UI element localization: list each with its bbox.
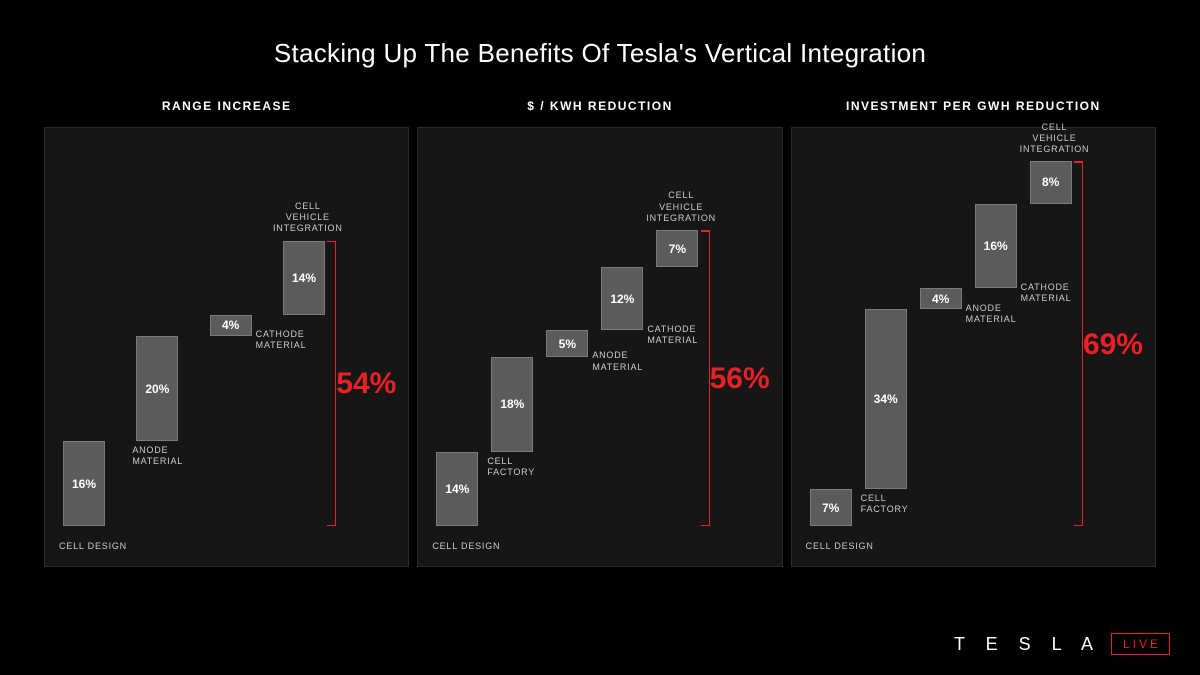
waterfall-bar: 14% [436,452,478,526]
waterfall-bar: 34% [865,309,907,489]
bar-value: 18% [500,397,524,411]
bar-label: CELL VEHICLE INTEGRATION [1020,122,1090,156]
waterfall-bar: 18% [491,357,533,452]
main-title: Stacking Up The Benefits Of Tesla's Vert… [0,0,1200,99]
bar-label: ANODE MATERIAL [592,350,643,373]
bar-label: CELL FACTORY [861,493,909,516]
panel: $ / KWH REDUCTION 14% CELL DESIGN 18% CELL F… [417,99,782,567]
bar-label: ANODE MATERIAL [966,303,1017,326]
bar-label: CATHODE MATERIAL [1021,282,1072,305]
bar-label: CELL FACTORY [487,456,535,479]
bar-label: CELL DESIGN [59,541,127,552]
bar-value: 5% [559,337,576,351]
bar-value: 7% [669,242,686,256]
total-bracket [328,241,336,526]
bar-label: CELL DESIGN [806,541,874,552]
waterfall-bar: 7% [810,489,852,526]
bar-value: 4% [932,292,949,306]
live-badge: LIVE [1111,633,1170,655]
waterfall-bar: 4% [920,288,962,309]
bar-label: CELL VEHICLE INTEGRATION [646,190,716,224]
bar-label: CATHODE MATERIAL [647,324,698,347]
bar-label: CATHODE MATERIAL [256,329,307,352]
panel-title: INVESTMENT PER GWH REDUCTION [791,99,1156,113]
total-value: 54% [336,367,396,401]
waterfall-bar: 16% [63,441,105,526]
panel: INVESTMENT PER GWH REDUCTION 7% CELL DESIG… [791,99,1156,567]
panel-title: $ / KWH REDUCTION [417,99,782,113]
bar-value: 34% [874,392,898,406]
panels-row: RANGE INCREASE 16% CELL DESIGN 20% ANODE MAT… [0,99,1200,567]
chart-area: 16%CELL DESIGN20%ANODE MATERIAL4%CATHODE… [63,158,318,526]
brand-text: T E S L A [954,634,1101,655]
bar-label: ANODE MATERIAL [132,445,183,468]
bar-value: 20% [145,382,169,396]
bar-value: 14% [445,482,469,496]
total-value: 56% [710,362,770,396]
bar-label: CELL DESIGN [432,541,500,552]
chart-area: 14%CELL DESIGN18%CELL FACTORY5%ANODE MAT… [436,158,691,526]
waterfall-bar: 16% [975,204,1017,289]
bar-value: 12% [610,292,634,306]
waterfall-bar: 7% [656,230,698,267]
waterfall-bar: 20% [136,336,178,442]
panel-body: 7% CELL DESIGN 34% CELL FACTORY 4% ANODE MATE… [791,127,1156,567]
waterfall-bar: 14% [283,241,325,315]
bar-value: 7% [822,501,839,515]
total-value: 69% [1083,328,1143,362]
bar-value: 16% [72,477,96,491]
panel-title: RANGE INCREASE [44,99,409,113]
bar-value: 14% [292,271,316,285]
brand-logo: T E S L A LIVE [954,633,1170,655]
waterfall-bar: 8% [1030,161,1072,203]
bar-value: 8% [1042,175,1059,189]
total-bracket [1075,161,1083,526]
bar-label: CELL VEHICLE INTEGRATION [273,201,343,235]
bar-value: 16% [984,239,1008,253]
panel-body: 16% CELL DESIGN 20% ANODE MATERIAL 4% CATHODE… [44,127,409,567]
bar-value: 4% [222,318,239,332]
chart-area: 7%CELL DESIGN34%CELL FACTORY4%ANODE MATE… [810,158,1065,526]
panel: RANGE INCREASE 16% CELL DESIGN 20% ANODE MAT… [44,99,409,567]
waterfall-bar: 4% [210,315,252,336]
total-bracket [702,230,710,526]
waterfall-bar: 5% [546,330,588,356]
panel-body: 14% CELL DESIGN 18% CELL FACTORY 5% ANODE MAT… [417,127,782,567]
waterfall-bar: 12% [601,267,643,330]
